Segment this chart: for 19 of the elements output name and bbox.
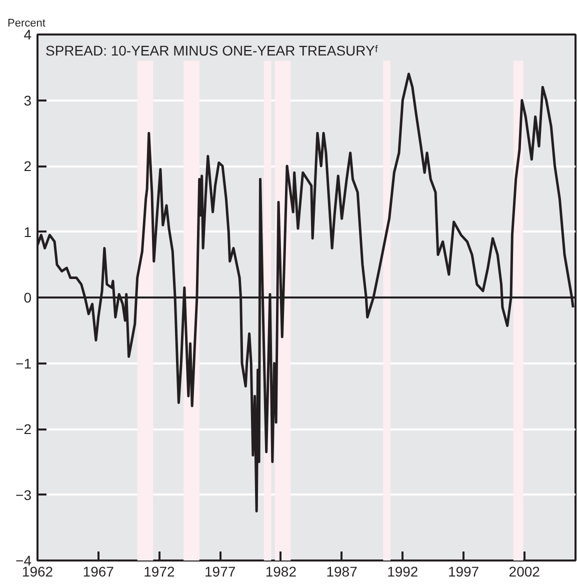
y-tick-label: −1: [16, 355, 32, 372]
x-tick-label: 1977: [204, 564, 236, 580]
y-tick-label: −3: [16, 486, 32, 503]
y-tick-label: 0: [24, 290, 32, 306]
x-tick-label: 2002: [508, 564, 540, 580]
y-tick-label: 1: [24, 224, 32, 240]
y-tick-label: −2: [16, 421, 32, 437]
y-axis-title: Percent: [8, 18, 46, 30]
x-tick-label: 1962: [22, 564, 54, 580]
y-tick-label: 3: [24, 92, 32, 108]
x-tick-label: 1967: [82, 564, 114, 580]
y-tick-label: 4: [24, 26, 32, 42]
y-tick-label: 2: [24, 158, 32, 174]
x-tick-label: 1972: [144, 564, 176, 580]
x-tick-label: 1982: [265, 564, 297, 580]
text: SPREAD: 10-YEAR MINUS ONE-YEAR TREASURYᶠ: [46, 42, 378, 58]
x-tick-label: 1992: [387, 564, 418, 580]
x-tick-label: 1987: [326, 564, 358, 580]
x-tick-label: 1997: [448, 564, 480, 580]
